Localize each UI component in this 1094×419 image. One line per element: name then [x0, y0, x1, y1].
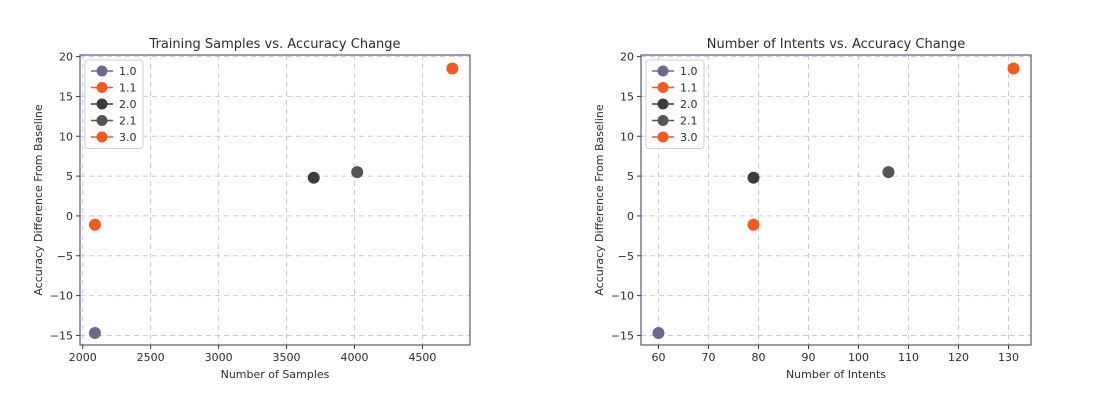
x-tick-label: 90	[802, 351, 816, 364]
data-point-2-1	[882, 166, 895, 179]
chart-title: Number of Intents vs. Accuracy Change	[707, 37, 965, 52]
legend-label: 3.0	[119, 131, 137, 144]
data-point-1-1	[747, 218, 760, 231]
y-tick-label: −15	[50, 329, 73, 342]
legend-label: 1.0	[680, 65, 698, 78]
legend-marker	[96, 115, 108, 126]
y-tick-label: 20	[59, 51, 73, 64]
plot-frame	[640, 54, 1032, 346]
x-tick-label: 60	[652, 351, 666, 364]
legend-label: 2.1	[119, 115, 137, 128]
chart-panel-1: 2000 2500 3000 3500 4000 4500 −15 −10 −5 0 5 10 15 20…	[32, 37, 471, 381]
data-point-1-0	[88, 327, 101, 340]
legend-marker	[96, 65, 108, 77]
legend-marker	[96, 98, 108, 110]
y-tick-label: 5	[627, 170, 634, 183]
legend-marker	[96, 82, 108, 93]
data-point-3-0	[1007, 62, 1020, 75]
x-axis-label: Number of Samples	[221, 368, 330, 381]
y-tick-label: 0	[66, 210, 73, 223]
x-tick-label: 3000	[205, 351, 233, 364]
legend-label: 1.1	[680, 82, 698, 95]
y-axis-label: Accuracy Difference From Baseline	[32, 104, 45, 296]
y-tick-label: 15	[59, 90, 73, 103]
data-point-2-0	[747, 171, 760, 184]
x-axis-label: Number of Intents	[786, 368, 886, 381]
plot-frame	[79, 54, 471, 346]
legend-label: 2.1	[680, 115, 698, 128]
x-tick-label: 130	[998, 351, 1019, 364]
x-tick-label: 70	[702, 351, 716, 364]
x-tick-label: 110	[898, 351, 919, 364]
x-tick-label: 4500	[408, 351, 436, 364]
x-tick-label: 100	[848, 351, 869, 364]
y-tick-label: −5	[618, 250, 634, 263]
x-tick-label: 2000	[69, 351, 97, 364]
y-axis-label: Accuracy Difference From Baseline	[593, 104, 606, 296]
x-tick-label: 2500	[137, 351, 165, 364]
y-tick-label: −10	[50, 290, 73, 303]
legend-marker	[657, 115, 669, 126]
y-tick-label: 5	[66, 170, 73, 183]
y-tick-label: 10	[59, 130, 73, 143]
legend-marker	[657, 98, 669, 110]
x-tick-label: 80	[752, 351, 766, 364]
y-tick-label: −10	[611, 290, 634, 303]
data-point-2-1	[351, 166, 364, 179]
data-point-1-0	[652, 327, 665, 340]
data-point-3-0	[446, 62, 459, 75]
legend-label: 2.0	[680, 98, 698, 111]
y-tick-label: 10	[620, 130, 634, 143]
legend-label: 3.0	[680, 131, 698, 144]
chart-title: Training Samples vs. Accuracy Change	[148, 37, 400, 52]
legend-label: 1.1	[119, 82, 137, 95]
x-tick-label: 4000	[340, 351, 368, 364]
legend-marker	[96, 131, 108, 143]
data-point-1-1	[88, 218, 101, 231]
legend-label: 2.0	[119, 98, 137, 111]
y-tick-label: −15	[611, 329, 634, 342]
x-tick-label: 120	[948, 351, 969, 364]
legend-marker	[657, 131, 669, 143]
chart-panel-2: 60 70 80 90 100 110 120 130 −15 −10 −5 0 5 10 15 20 Numb…	[593, 37, 1032, 381]
legend	[84, 59, 144, 149]
legend-label: 1.0	[119, 65, 137, 78]
legend-marker	[657, 65, 669, 77]
y-tick-label: 0	[627, 210, 634, 223]
data-point-2-0	[307, 171, 320, 184]
y-tick-label: 15	[620, 90, 634, 103]
y-tick-label: 20	[620, 51, 634, 64]
legend-marker	[657, 82, 669, 93]
legend	[645, 59, 705, 149]
y-tick-label: −5	[57, 250, 73, 263]
x-tick-label: 3500	[273, 351, 301, 364]
